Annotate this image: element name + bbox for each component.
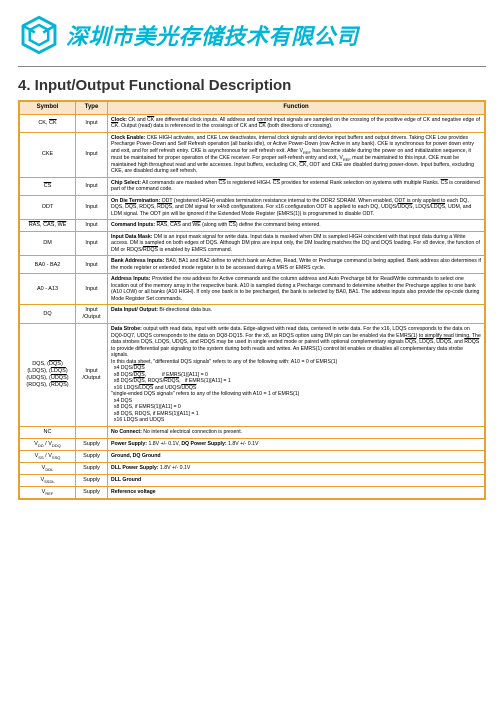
- table-row: DQInput /OutputData Input/ Output: Bi-di…: [20, 305, 485, 324]
- cell-symbol: DQS, (DQS)(LDQS), (LDQS)(UDQS), (UDQS)(R…: [20, 324, 76, 427]
- table-row: VSSDLSupplyDLL Ground: [20, 474, 485, 486]
- col-symbol: Symbol: [20, 102, 76, 115]
- cell-symbol: VREF: [20, 486, 76, 498]
- cell-function: Input Data Mask: DM is an input mask sig…: [108, 231, 485, 256]
- cell-function: Address Inputs: Provided the row address…: [108, 274, 485, 305]
- cell-symbol: RAS, CAS, WE: [20, 220, 76, 232]
- cell-symbol: CK, CK: [20, 114, 76, 132]
- table-row: CSInputChip Select: All commands are mas…: [20, 177, 485, 195]
- cell-function: No Connect: No internal electrical conne…: [108, 426, 485, 438]
- cell-type: Input: [76, 132, 108, 177]
- cell-function: DLL Power Supply: 1.8V +/- 0.1V: [108, 462, 485, 474]
- table-row: ODTInputOn Die Termination: ODT (registe…: [20, 195, 485, 220]
- section-title: 4. Input/Output Functional Description: [18, 77, 486, 94]
- cell-function: Reference voltage: [108, 486, 485, 498]
- table-row: CK, CKInputClock: CK and CK are differen…: [20, 114, 485, 132]
- table-row: CKEInputClock Enable: CKE HIGH activates…: [20, 132, 485, 177]
- cell-symbol: A0 - A13: [20, 274, 76, 305]
- cell-type: Input: [76, 220, 108, 232]
- cell-type: Input: [76, 231, 108, 256]
- cell-symbol: BA0 - BA2: [20, 256, 76, 274]
- cell-symbol: DM: [20, 231, 76, 256]
- cell-symbol: CS: [20, 177, 76, 195]
- cell-type: Supply: [76, 462, 108, 474]
- table-row: VDD / VDDQSupplyPower Supply: 1.8V +/- 0…: [20, 438, 485, 450]
- cell-function: DLL Ground: [108, 474, 485, 486]
- cell-symbol: NC: [20, 426, 76, 438]
- cell-type: Input: [76, 177, 108, 195]
- io-table-wrap: Symbol Type Function CK, CKInputClock: C…: [18, 100, 486, 500]
- table-row: DQS, (DQS)(LDQS), (LDQS)(UDQS), (UDQS)(R…: [20, 324, 485, 427]
- company-logo: [18, 14, 60, 56]
- cell-type: Input: [76, 114, 108, 132]
- cell-type: [76, 426, 108, 438]
- table-header-row: Symbol Type Function: [20, 102, 485, 115]
- cell-function: Chip Select: All commands are masked whe…: [108, 177, 485, 195]
- cell-function: On Die Termination: ODT (registered HIGH…: [108, 195, 485, 220]
- cell-symbol: VDDL: [20, 462, 76, 474]
- page-header: 深圳市美光存储技术有限公司: [0, 0, 504, 64]
- table-row: VREFSupplyReference voltage: [20, 486, 485, 498]
- cell-symbol: DQ: [20, 305, 76, 324]
- cell-type: Input: [76, 256, 108, 274]
- cell-function: Data Strobe: output with read data, inpu…: [108, 324, 485, 427]
- table-row: BA0 - BA2InputBank Address Inputs: BA0, …: [20, 256, 485, 274]
- io-table: Symbol Type Function CK, CKInputClock: C…: [19, 101, 485, 499]
- table-row: RAS, CAS, WEInputCommand Inputs: RAS, CA…: [20, 220, 485, 232]
- cell-function: Data Input/ Output: Bi-directional data …: [108, 305, 485, 324]
- cell-type: Supply: [76, 438, 108, 450]
- col-type: Type: [76, 102, 108, 115]
- cell-type: Supply: [76, 474, 108, 486]
- cell-function: Power Supply: 1.8V +/- 0.1V, DQ Power Su…: [108, 438, 485, 450]
- col-function: Function: [108, 102, 485, 115]
- cell-symbol: VSS / VSSQ: [20, 450, 76, 462]
- table-row: A0 - A13InputAddress Inputs: Provided th…: [20, 274, 485, 305]
- cell-symbol: ODT: [20, 195, 76, 220]
- cell-function: Command Inputs: RAS, CAS and WE (along w…: [108, 220, 485, 232]
- cell-function: Clock: CK and CK are differential clock …: [108, 114, 485, 132]
- cell-function: Bank Address Inputs: BA0, BA1 and BA2 de…: [108, 256, 485, 274]
- cell-type: Input: [76, 195, 108, 220]
- table-row: VSS / VSSQSupplyGround, DQ Ground: [20, 450, 485, 462]
- cell-type: Input /Output: [76, 324, 108, 427]
- cell-symbol: CKE: [20, 132, 76, 177]
- cell-type: Input: [76, 274, 108, 305]
- table-row: NC No Connect: No internal electrical con…: [20, 426, 485, 438]
- cell-function: Clock Enable: CKE HIGH activates, and CK…: [108, 132, 485, 177]
- table-row: VDDLSupplyDLL Power Supply: 1.8V +/- 0.1…: [20, 462, 485, 474]
- cell-function: Ground, DQ Ground: [108, 450, 485, 462]
- cell-type: Supply: [76, 450, 108, 462]
- cell-symbol: VSSDL: [20, 474, 76, 486]
- table-row: DMInputInput Data Mask: DM is an input m…: [20, 231, 485, 256]
- cell-type: Input /Output: [76, 305, 108, 324]
- cell-type: Supply: [76, 486, 108, 498]
- header-divider: [18, 66, 486, 67]
- company-name: 深圳市美光存储技术有限公司: [66, 19, 359, 51]
- cell-symbol: VDD / VDDQ: [20, 438, 76, 450]
